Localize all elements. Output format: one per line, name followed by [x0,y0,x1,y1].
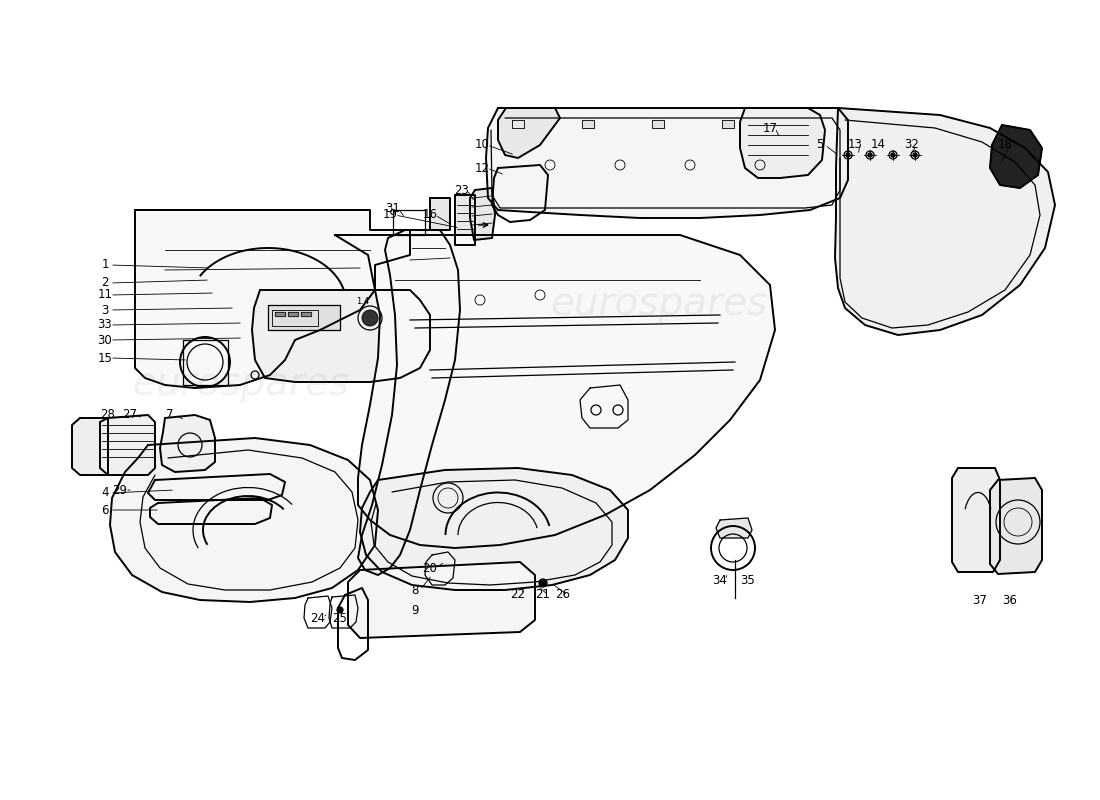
Text: 23: 23 [454,183,470,197]
Polygon shape [498,108,560,158]
Polygon shape [358,230,460,575]
Polygon shape [486,108,848,218]
Text: 7: 7 [166,409,174,422]
Text: 4: 4 [101,486,109,499]
Text: 12: 12 [474,162,490,174]
Text: 35: 35 [740,574,756,586]
Polygon shape [268,305,340,330]
Text: 27: 27 [122,409,138,422]
Text: 22: 22 [510,589,526,602]
Text: 25: 25 [332,611,348,625]
Text: 32: 32 [904,138,920,151]
Polygon shape [716,518,752,538]
Text: 8: 8 [411,583,419,597]
Polygon shape [652,120,664,128]
Polygon shape [952,468,1000,572]
Polygon shape [722,120,734,128]
Text: 10: 10 [474,138,490,151]
Text: 29: 29 [112,483,128,497]
Text: 16: 16 [422,209,438,222]
Polygon shape [110,438,378,602]
Circle shape [891,153,895,157]
Text: 5: 5 [816,138,824,151]
Text: 18: 18 [998,138,1012,151]
Polygon shape [348,562,535,638]
Text: 15: 15 [98,351,112,365]
Text: 14: 14 [870,138,886,151]
Circle shape [913,153,917,157]
Polygon shape [336,235,776,548]
Polygon shape [835,108,1055,335]
Polygon shape [100,415,155,475]
Polygon shape [990,125,1042,188]
Polygon shape [160,415,215,472]
Polygon shape [288,312,298,316]
Text: 2: 2 [101,277,109,290]
Text: 6: 6 [101,503,109,517]
Polygon shape [301,312,311,316]
Text: 31: 31 [386,202,400,214]
Polygon shape [252,290,430,382]
Text: 26: 26 [556,589,571,602]
Polygon shape [470,188,495,240]
Text: 3: 3 [101,303,109,317]
Text: 37: 37 [972,594,988,606]
Text: 21: 21 [536,589,550,602]
Polygon shape [72,418,108,475]
Text: 11: 11 [98,289,112,302]
Circle shape [868,153,872,157]
Text: 1: 1 [101,258,109,271]
Text: eurospares: eurospares [132,365,349,403]
Circle shape [846,153,850,157]
Polygon shape [990,478,1042,574]
Polygon shape [135,210,410,388]
Text: 34: 34 [713,574,727,586]
Circle shape [337,607,343,613]
Polygon shape [455,195,475,245]
Polygon shape [582,120,594,128]
Text: 24: 24 [310,611,326,625]
Text: 1.4: 1.4 [356,298,370,306]
Polygon shape [275,312,285,316]
Text: 30: 30 [98,334,112,346]
Text: 20: 20 [422,562,438,574]
Text: 33: 33 [98,318,112,331]
Text: 13: 13 [848,138,862,151]
Text: eurospares: eurospares [550,285,767,323]
Text: 28: 28 [100,409,116,422]
Polygon shape [740,108,825,178]
Text: 17: 17 [762,122,778,134]
Circle shape [362,310,378,326]
Text: 19: 19 [383,209,397,222]
Polygon shape [512,120,524,128]
Polygon shape [430,198,450,230]
Polygon shape [360,468,628,590]
Text: 36: 36 [1002,594,1018,606]
Text: 9: 9 [411,603,419,617]
Circle shape [539,579,547,587]
